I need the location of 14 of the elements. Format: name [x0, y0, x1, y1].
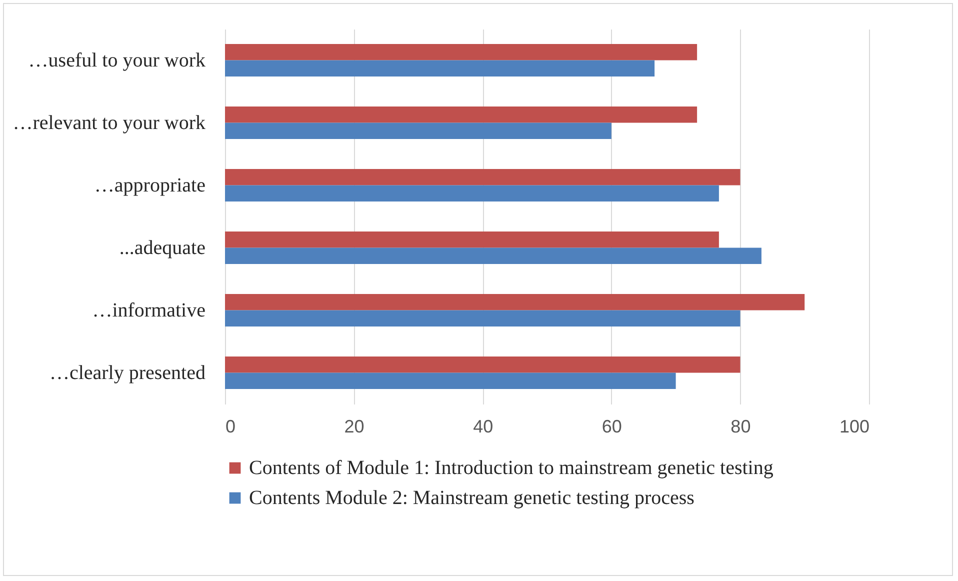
legend-label: Contents of Module 1: Introduction to mainstream genetic testing — [249, 457, 774, 479]
x-tick-label: 100 — [839, 416, 870, 436]
y-tick-label: ...adequate — [119, 236, 206, 259]
x-tick-label: 0 — [226, 416, 236, 436]
y-tick-label: …appropriate — [94, 174, 206, 196]
y-tick-label: …relevant to your work — [12, 112, 206, 134]
x-tick-label: 60 — [602, 416, 622, 436]
x-tick-label: 40 — [473, 416, 494, 436]
x-tick-label: 20 — [344, 416, 364, 436]
y-tick-label: …informative — [92, 299, 206, 322]
legend-label: Contents Module 2: Mainstream genetic testing process — [249, 487, 695, 509]
y-tick-label: …clearly presented — [49, 362, 206, 384]
x-tick-label: 80 — [730, 416, 751, 436]
y-tick-label: …useful to your work — [28, 49, 206, 72]
